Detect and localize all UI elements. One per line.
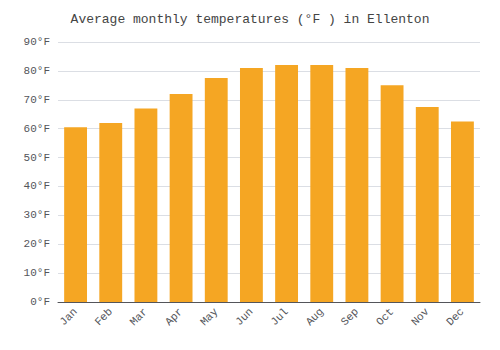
svg-text:Average monthly temperatures (: Average monthly temperatures (°F ) in El… (71, 12, 430, 27)
svg-text:70°F: 70°F (24, 94, 50, 106)
svg-text:40°F: 40°F (24, 180, 50, 192)
svg-text:20°F: 20°F (24, 238, 50, 250)
svg-text:90°F: 90°F (24, 36, 50, 48)
svg-text:Oct: Oct (374, 306, 396, 328)
svg-text:30°F: 30°F (24, 209, 50, 221)
svg-text:0°F: 0°F (30, 296, 50, 308)
svg-text:May: May (198, 305, 221, 328)
svg-text:Aug: Aug (304, 306, 326, 328)
svg-text:50°F: 50°F (24, 152, 50, 164)
svg-text:Sep: Sep (339, 306, 361, 328)
svg-text:Dec: Dec (444, 306, 466, 328)
svg-text:80°F: 80°F (24, 65, 50, 77)
svg-text:Jun: Jun (233, 306, 255, 328)
svg-text:60°F: 60°F (24, 123, 50, 135)
svg-text:Nov: Nov (409, 305, 432, 328)
svg-text:10°F: 10°F (24, 267, 50, 279)
svg-text:Feb: Feb (93, 306, 115, 328)
svg-text:Apr: Apr (163, 306, 185, 328)
svg-text:Mar: Mar (128, 306, 150, 328)
svg-text:Jul: Jul (268, 306, 290, 328)
svg-text:Jan: Jan (57, 306, 79, 328)
